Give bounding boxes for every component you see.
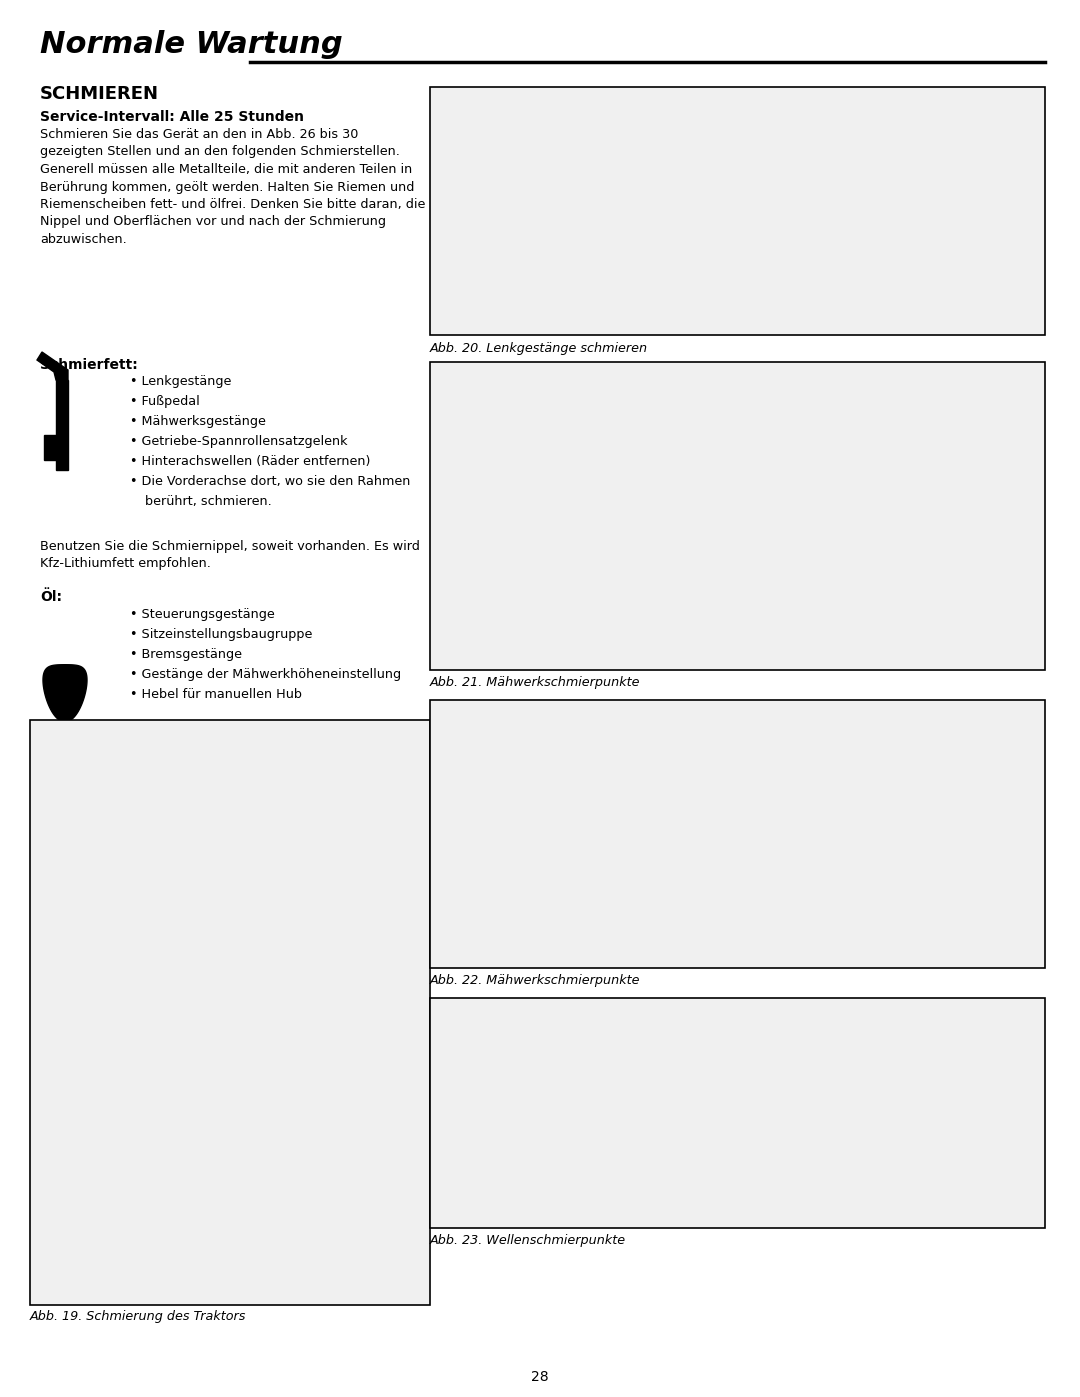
Bar	[430, 362, 1045, 671]
Text: • Steuerungsgestänge: • Steuerungsgestänge	[130, 608, 274, 622]
Text: • Die Vorderachse dort, wo sie den Rahmen: • Die Vorderachse dort, wo sie den Rahme…	[130, 475, 410, 488]
Text: • Getriebe-Spannrollensatzgelenk: • Getriebe-Spannrollensatzgelenk	[130, 434, 348, 448]
Polygon shape	[43, 665, 87, 722]
Text: • Gestänge der Mähwerkhöheneinstellung: • Gestänge der Mähwerkhöheneinstellung	[130, 668, 401, 680]
Text: • Fußpedal: • Fußpedal	[130, 395, 200, 408]
Text: • Sitzeinstellungsbaugruppe: • Sitzeinstellungsbaugruppe	[130, 629, 312, 641]
Text: Abb. 22. Mähwerkschmierpunkte: Abb. 22. Mähwerkschmierpunkte	[430, 974, 640, 988]
Bar	[44, 434, 56, 460]
Text: Abb. 19. Schmierung des Traktors: Abb. 19. Schmierung des Traktors	[30, 1310, 246, 1323]
Text: Schmieren Sie das Gerät an den in Abb. 26 bis 30
gezeigten Stellen und an den fo: Schmieren Sie das Gerät an den in Abb. 2…	[40, 129, 426, 246]
Bar	[430, 87, 1045, 335]
Text: • Hebel für manuellen Hub: • Hebel für manuellen Hub	[130, 687, 302, 701]
Text: Öl:: Öl:	[40, 590, 62, 604]
Polygon shape	[37, 352, 68, 380]
Text: • Lenkgestänge: • Lenkgestänge	[130, 374, 231, 388]
Text: Abb. 23. Wellenschmierpunkte: Abb. 23. Wellenschmierpunkte	[430, 1234, 626, 1248]
Bar	[56, 380, 68, 469]
Bar	[30, 719, 430, 1305]
Text: • Hinterachswellen (Räder entfernen): • Hinterachswellen (Räder entfernen)	[130, 455, 370, 468]
Text: Normale Wartung: Normale Wartung	[40, 29, 342, 59]
Text: berührt, schmieren.: berührt, schmieren.	[145, 495, 272, 509]
Text: Abb. 20. Lenkgestänge schmieren: Abb. 20. Lenkgestänge schmieren	[430, 342, 648, 355]
Text: • Bremsgestänge: • Bremsgestänge	[130, 648, 242, 661]
Text: 28: 28	[531, 1370, 549, 1384]
Text: Service-Intervall: Alle 25 Stunden: Service-Intervall: Alle 25 Stunden	[40, 110, 303, 124]
Text: Schmierfett:: Schmierfett:	[40, 358, 138, 372]
Bar	[430, 997, 1045, 1228]
Bar	[430, 700, 1045, 968]
Text: Abb. 21. Mähwerkschmierpunkte: Abb. 21. Mähwerkschmierpunkte	[430, 676, 640, 689]
Text: Benutzen Sie die Schmiernippel, soweit vorhanden. Es wird
Kfz-Lithiumfett empfoh: Benutzen Sie die Schmiernippel, soweit v…	[40, 541, 420, 570]
Text: SCHMIEREN: SCHMIEREN	[40, 85, 159, 103]
Text: • Mähwerksgestänge: • Mähwerksgestänge	[130, 415, 266, 427]
